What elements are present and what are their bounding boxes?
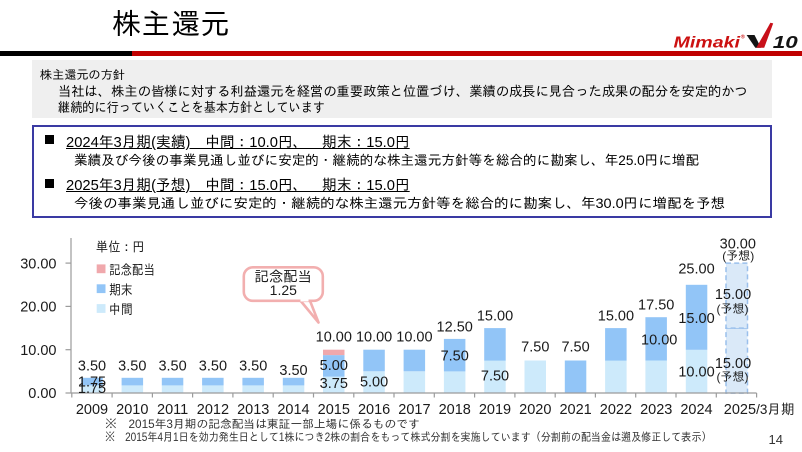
svg-text:30.00: 30.00 — [720, 237, 756, 253]
svg-text:10.00: 10.00 — [641, 332, 677, 348]
svg-text:3.50: 3.50 — [118, 359, 146, 375]
svg-text:2015: 2015 — [318, 402, 350, 418]
svg-text:2010: 2010 — [116, 402, 148, 418]
svg-text:3.50: 3.50 — [239, 359, 267, 375]
svg-text:2020: 2020 — [519, 402, 551, 418]
svg-text:(予想): (予想) — [717, 302, 749, 316]
svg-text:15.00: 15.00 — [715, 287, 751, 303]
svg-text:15.00: 15.00 — [678, 311, 714, 327]
svg-text:5.00: 5.00 — [320, 358, 348, 374]
svg-text:15.00: 15.00 — [598, 309, 634, 325]
svg-text:3.75: 3.75 — [320, 376, 348, 392]
svg-text:1.25: 1.25 — [270, 282, 297, 298]
svg-text:®: ® — [741, 34, 745, 41]
svg-text:(予想): (予想) — [722, 249, 754, 263]
svg-text:Mimaki: Mimaki — [674, 34, 741, 51]
svg-text:2018: 2018 — [439, 402, 471, 418]
svg-text:1.75: 1.75 — [78, 381, 106, 397]
svg-text:2022: 2022 — [600, 402, 632, 418]
svg-text:17.50: 17.50 — [638, 298, 674, 314]
svg-text:20.00: 20.00 — [20, 300, 56, 316]
svg-text:7.50: 7.50 — [521, 340, 549, 356]
svg-text:12.50: 12.50 — [437, 320, 473, 336]
svg-text:25.00: 25.00 — [678, 262, 714, 278]
svg-text:2017: 2017 — [398, 402, 430, 418]
svg-text:10.00: 10.00 — [356, 330, 392, 346]
svg-text:10.00: 10.00 — [678, 365, 714, 381]
svg-text:2013: 2013 — [237, 402, 269, 418]
svg-text:2019: 2019 — [479, 402, 511, 418]
svg-text:3.50: 3.50 — [279, 363, 307, 379]
svg-text:30.00: 30.00 — [20, 256, 56, 272]
svg-text:10.00: 10.00 — [316, 330, 352, 346]
svg-text:中間: 中間 — [109, 302, 133, 317]
svg-text:2009: 2009 — [76, 402, 108, 418]
svg-text:7.50: 7.50 — [441, 349, 469, 365]
svg-text:15.00: 15.00 — [477, 309, 513, 325]
svg-text:10.00: 10.00 — [396, 330, 432, 346]
svg-text:2024: 2024 — [680, 402, 712, 418]
svg-text:3.50: 3.50 — [199, 359, 227, 375]
svg-text:2025/3月期: 2025/3月期 — [724, 402, 795, 418]
svg-text:10.00: 10.00 — [20, 343, 56, 359]
svg-text:0.00: 0.00 — [28, 386, 56, 402]
svg-text:7.50: 7.50 — [561, 340, 589, 356]
svg-text:1.75: 1.75 — [78, 375, 106, 391]
svg-text:2011: 2011 — [157, 402, 188, 418]
svg-text:3.50: 3.50 — [78, 359, 106, 375]
svg-text:3.50: 3.50 — [158, 359, 186, 375]
svg-text:2014: 2014 — [277, 402, 309, 418]
svg-text:単位：円: 単位：円 — [96, 239, 145, 254]
svg-text:10: 10 — [773, 32, 798, 52]
svg-text:(予想): (予想) — [717, 370, 749, 384]
svg-text:15.00: 15.00 — [715, 356, 751, 372]
svg-text:記念配当: 記念配当 — [254, 269, 312, 285]
svg-text:2012: 2012 — [197, 402, 229, 418]
svg-text:記念配当: 記念配当 — [109, 262, 155, 277]
svg-text:期末: 期末 — [109, 282, 133, 297]
svg-text:2016: 2016 — [358, 402, 390, 418]
svg-text:5.00: 5.00 — [360, 375, 388, 391]
svg-text:2021: 2021 — [559, 402, 591, 418]
svg-text:2023: 2023 — [640, 402, 672, 418]
svg-text:7.50: 7.50 — [481, 369, 509, 385]
